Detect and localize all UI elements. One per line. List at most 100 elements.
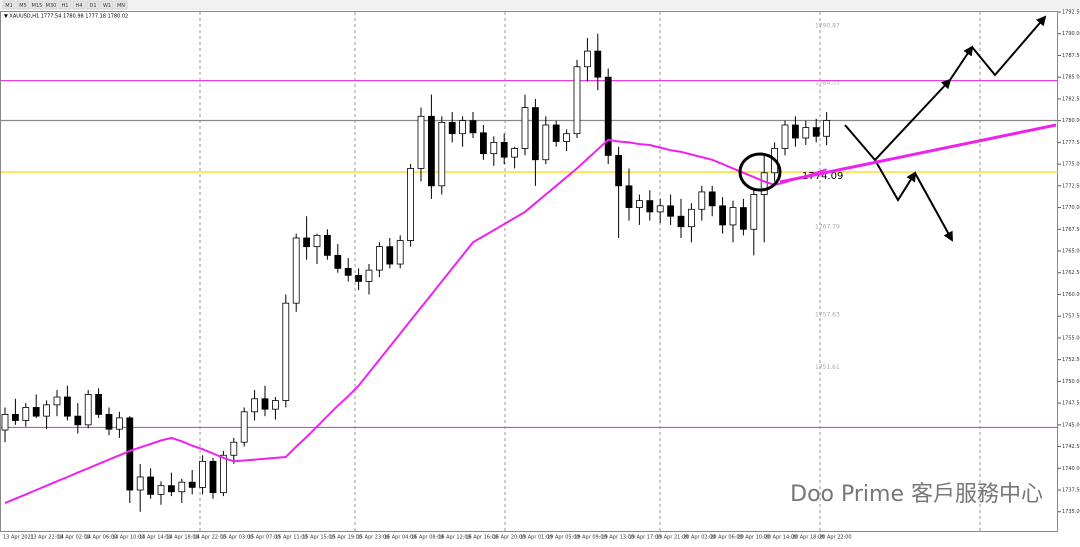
candle-body: [22, 407, 30, 421]
candle-body: [594, 50, 602, 78]
x-tick-label: 15 Apr 23:00: [357, 535, 390, 541]
candle-body: [438, 121, 446, 187]
timeframe-button[interactable]: [44, 0, 58, 10]
candle-body: [708, 191, 716, 207]
candle-body: [729, 207, 737, 226]
candle-body: [188, 481, 196, 488]
arrow: [844, 124, 876, 161]
candle-body: [615, 155, 622, 187]
candle-body: [261, 398, 269, 410]
candle-body: [542, 124, 550, 161]
candle-body: [511, 148, 519, 158]
timeframe-button[interactable]: [58, 0, 72, 10]
x-tick-label: 16 Apr 04:00: [384, 535, 417, 541]
moving-average: [4, 138, 827, 505]
y-tick-label: 1777.50: [1062, 140, 1080, 146]
candle-body: [792, 124, 799, 139]
candle-body: [656, 205, 664, 213]
candle-body: [719, 205, 726, 226]
candle-body: [563, 133, 570, 142]
x-tick-label: 20 Apr 14:00: [765, 535, 798, 541]
timeframe-label[interactable]: H4: [76, 3, 83, 9]
y-tick-label: 1742.50: [1062, 444, 1080, 450]
candle-body: [53, 396, 61, 406]
candle-body: [64, 396, 71, 417]
x-tick-label: 20 Apr 02:00: [683, 535, 716, 541]
y-tick-label: 1737.50: [1062, 488, 1080, 494]
day-separators: [199, 12, 981, 531]
timeframe-button[interactable]: [100, 0, 114, 10]
x-tick-label: 15 Apr 07:00: [248, 535, 281, 541]
y-tick-label: 1735.00: [1062, 509, 1080, 515]
candle-body: [95, 394, 102, 415]
candle-body: [386, 246, 394, 265]
watermark: Doo Prime 客戶服務中心: [790, 482, 1043, 507]
timeframe-button[interactable]: [72, 0, 86, 10]
x-tick-label: 19 Apr 01:00: [520, 535, 553, 541]
timeframe-label[interactable]: W1: [103, 3, 111, 9]
candle-body: [812, 127, 820, 137]
fib-label: 1757.63: [815, 312, 840, 319]
x-tick-label: 16 Apr 20:00: [493, 535, 526, 541]
timeframe-label[interactable]: M15: [32, 3, 43, 9]
candle-body: [469, 120, 477, 134]
y-tick-label: 1785.00: [1062, 75, 1080, 81]
timeframe-label[interactable]: H1: [62, 3, 69, 9]
x-tick-label: 19 Apr 17:00: [629, 535, 662, 541]
timeframe-button[interactable]: [16, 0, 30, 10]
y-tick-label: 1765.00: [1062, 249, 1080, 255]
candle-body: [500, 141, 508, 158]
y-tick-label: 1790.00: [1062, 31, 1080, 37]
timeframe-bar: M1 M5 M15 M30 H1 H4 D1 W1 MN: [2, 0, 128, 10]
candle-body: [688, 208, 695, 228]
x-tick-label: 14 Apr 10:00: [112, 535, 145, 541]
candle-body: [11, 414, 19, 421]
x-tick-label: 20 Apr 18:00: [792, 535, 825, 541]
candle-body: [136, 476, 144, 491]
candle-body: [604, 76, 612, 156]
candle-body: [32, 407, 40, 417]
timeframe-label[interactable]: M30: [46, 3, 57, 9]
x-tick-label: 16 Apr 16:00: [465, 535, 498, 541]
x-tick-label: 14 Apr 06:00: [85, 535, 118, 541]
timeframe-button[interactable]: [86, 0, 100, 10]
y-tick-label: 1782.50: [1062, 96, 1080, 102]
x-tick-label: 14 Apr 22:00: [193, 535, 226, 541]
x-tick-label: 20 Apr 10:00: [737, 535, 770, 541]
candle-body: [43, 404, 50, 417]
y-tick-label: 1752.50: [1062, 357, 1080, 363]
x-tick-label: 16 Apr 08:00: [411, 535, 444, 541]
arrow: [874, 159, 917, 202]
timeframe-button[interactable]: [114, 0, 128, 10]
timeframe-button[interactable]: [30, 0, 44, 10]
arrow: [971, 15, 1047, 77]
timeframe-label[interactable]: M1: [5, 3, 13, 9]
y-tick-label: 1780.00: [1062, 118, 1080, 124]
timeframe-button[interactable]: [2, 0, 16, 10]
timeframe-label[interactable]: MN: [117, 3, 125, 9]
candle-body: [646, 200, 654, 213]
x-tick-label: 19 Apr 09:00: [574, 535, 607, 541]
timeframe-label[interactable]: M5: [19, 3, 27, 9]
toolbar: [0, 0, 1080, 10]
candle-body: [448, 121, 456, 135]
fib-label: 1790.87: [815, 23, 840, 30]
candle-body: [698, 191, 706, 210]
candle-body: [230, 441, 238, 456]
timeframe-label[interactable]: D1: [89, 3, 96, 9]
candle-body: [677, 215, 685, 228]
candle-body: [74, 415, 82, 426]
candle-body: [521, 107, 529, 149]
x-tick-label: 14 Apr 02:00: [57, 535, 90, 541]
x-tick-label: 20 Apr 22:00: [819, 535, 852, 541]
fib-label: 1751.61: [815, 364, 840, 371]
fib-label: 1767.79: [815, 223, 840, 230]
y-tick-label: 1767.50: [1062, 227, 1080, 233]
x-tick-label: 20 Apr 06:00: [710, 535, 743, 541]
candle-body: [760, 172, 768, 195]
candle-body: [344, 267, 352, 276]
candle-body: [323, 234, 331, 256]
candle-body: [147, 476, 155, 495]
